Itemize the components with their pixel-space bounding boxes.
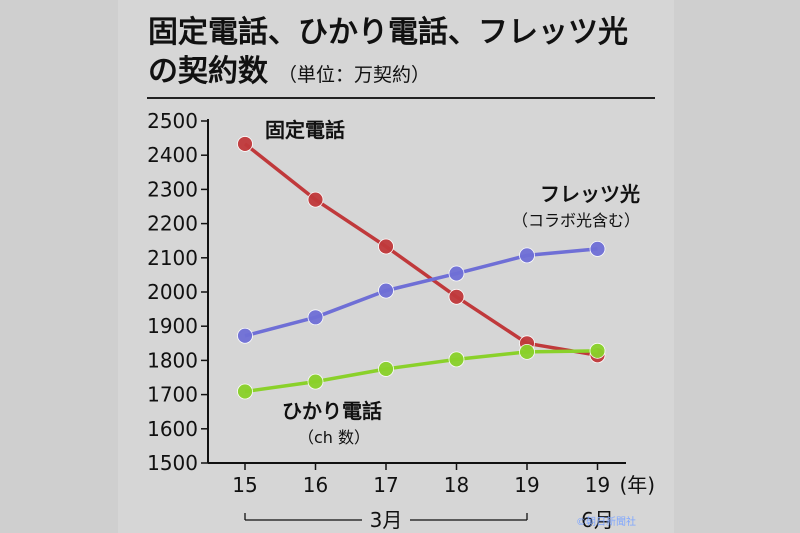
data-point xyxy=(448,288,465,305)
data-point xyxy=(589,342,606,359)
data-point xyxy=(307,309,324,326)
unit-label: （単位：万契約） xyxy=(278,64,431,86)
credit-text: ©朝日新聞社 xyxy=(576,517,636,528)
y-tick-label: 1500 xyxy=(147,451,198,475)
y-tick-label: 1600 xyxy=(147,417,198,441)
data-point xyxy=(378,282,394,299)
x-tick-label: 15 xyxy=(232,473,257,497)
y-tick-label: 1900 xyxy=(147,314,198,338)
data-point xyxy=(307,191,324,208)
series-sublabel: （ch 数） xyxy=(298,428,370,447)
x-tick-label: 16 xyxy=(303,473,328,497)
chart-panel xyxy=(118,0,674,533)
y-tick-label: 1800 xyxy=(147,348,198,372)
x-tick-label: 19 xyxy=(514,473,539,497)
series-line xyxy=(243,142,598,357)
data-point xyxy=(237,383,253,400)
data-point xyxy=(448,351,465,368)
chart-title-line2: の契約数 （単位：万契約） xyxy=(148,55,430,92)
series-label: フレッツ光 xyxy=(540,182,640,206)
y-tick-label: 2500 xyxy=(147,109,198,133)
chart-title-line1: 固定電話、ひかり電話、フレッツ光 xyxy=(148,15,628,50)
data-point xyxy=(378,361,394,377)
chart-title-line2-text: の契約数 xyxy=(148,54,268,89)
data-point xyxy=(448,265,465,282)
series-label: 固定電話 xyxy=(265,118,345,142)
series-label: ひかり電話 xyxy=(282,399,382,423)
y-tick-label: 2300 xyxy=(147,177,198,201)
title-divider xyxy=(147,97,655,99)
x-tick-label: 17 xyxy=(373,473,398,497)
data-point xyxy=(519,343,535,360)
y-tick-label: 2000 xyxy=(147,280,198,304)
y-tick-label: 2400 xyxy=(147,143,198,167)
x-tick-label: 18 xyxy=(444,473,469,497)
data-point xyxy=(237,327,253,344)
data-point xyxy=(519,247,535,264)
x-tick-label: 19 xyxy=(585,473,610,497)
period-label: 3月 xyxy=(370,508,403,532)
x-axis-unit: (年) xyxy=(620,473,656,497)
y-tick-label: 1700 xyxy=(147,383,198,407)
data-point xyxy=(378,238,394,255)
series-sublabel: （コラボ光含む） xyxy=(512,211,640,230)
data-point xyxy=(589,241,606,257)
data-point xyxy=(237,136,253,152)
y-tick-label: 2100 xyxy=(147,246,198,270)
y-tick-label: 2200 xyxy=(147,212,198,236)
series-line xyxy=(244,247,598,338)
data-point xyxy=(307,373,324,390)
period-label: 6月 xyxy=(581,508,614,532)
series-line xyxy=(244,349,598,394)
